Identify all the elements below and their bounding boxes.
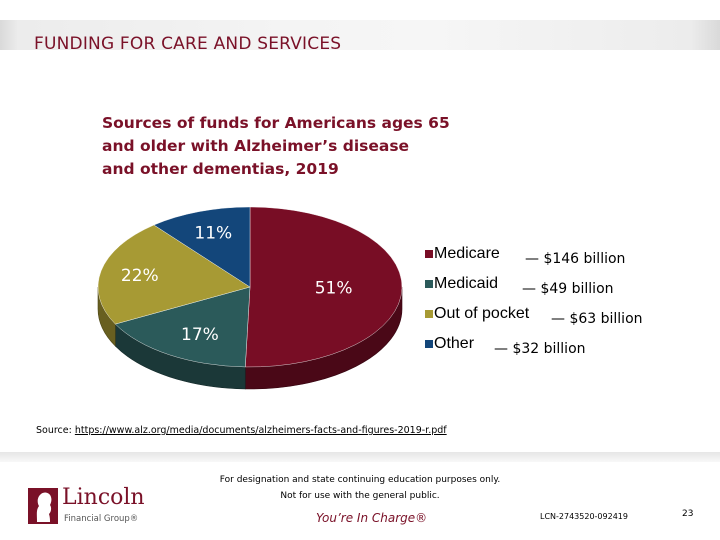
pie-label-medicare: 51% — [315, 279, 353, 299]
pie-slice-out-of-pocket — [97, 224, 251, 325]
chart-title-line-2: and older with Alzheimer’s disease — [102, 137, 410, 155]
legend-label-out-of-pocket: Out of pocket — [434, 305, 530, 322]
page-title: FUNDING FOR CARE AND SERVICES — [34, 34, 342, 54]
pie-slice-medicare — [245, 206, 403, 368]
chart-title-line-1: Sources of funds for Americans ages 65 — [102, 114, 450, 132]
pie-slice-medicaid — [114, 286, 251, 368]
pie-slice-other — [153, 206, 251, 288]
legend-label-medicare: Medicare — [434, 245, 500, 262]
pie-label-other: 11% — [194, 224, 232, 244]
legend-swatch-out-of-pocket — [425, 310, 433, 318]
legend-swatch-medicaid — [425, 280, 433, 288]
logo-subtitle: Financial Group® — [64, 514, 139, 524]
legend-amount-medicare: — $146 billion — [525, 251, 626, 267]
legend-swatch-other — [425, 340, 433, 348]
tagline: You’re In Charge® — [316, 511, 428, 525]
pie-label-out-of-pocket: 22% — [121, 266, 159, 286]
source-label: Source: — [36, 425, 75, 436]
pie-label-medicaid: 17% — [181, 325, 219, 345]
legend-amount-medicaid: — $49 billion — [522, 281, 614, 297]
disclaimer-line-1: For designation and state continuing edu… — [219, 475, 501, 485]
footer-separator — [0, 452, 720, 462]
source-note: Source: https://www.alz.org/media/docume… — [36, 425, 447, 436]
legend-amount-out-of-pocket: — $63 billion — [551, 311, 643, 327]
logo-name: Lincoln — [62, 485, 145, 510]
legend-label-other: Other — [434, 335, 475, 352]
legend-amount-other: — $32 billion — [494, 341, 586, 357]
source-link[interactable]: https://www.alz.org/media/documents/alzh… — [74, 425, 447, 436]
legend-label-medicaid: Medicaid — [434, 275, 499, 292]
lincoln-logo: Lincoln Financial Group® — [28, 485, 168, 528]
legend-swatch-medicare — [425, 250, 433, 258]
header-band — [0, 20, 720, 50]
chart-title-line-3: and other dementias, 2019 — [102, 160, 339, 178]
disclaimer-line-2: Not for use with the general public. — [280, 491, 440, 501]
document-code: LCN-2743520-092419 — [540, 512, 628, 521]
page-number: 23 — [682, 509, 694, 519]
disclaimer: For designation and state continuing edu… — [180, 472, 540, 504]
chart-title: Sources of funds for Americans ages 65 a… — [102, 112, 462, 181]
lincoln-portrait-icon — [28, 488, 58, 524]
